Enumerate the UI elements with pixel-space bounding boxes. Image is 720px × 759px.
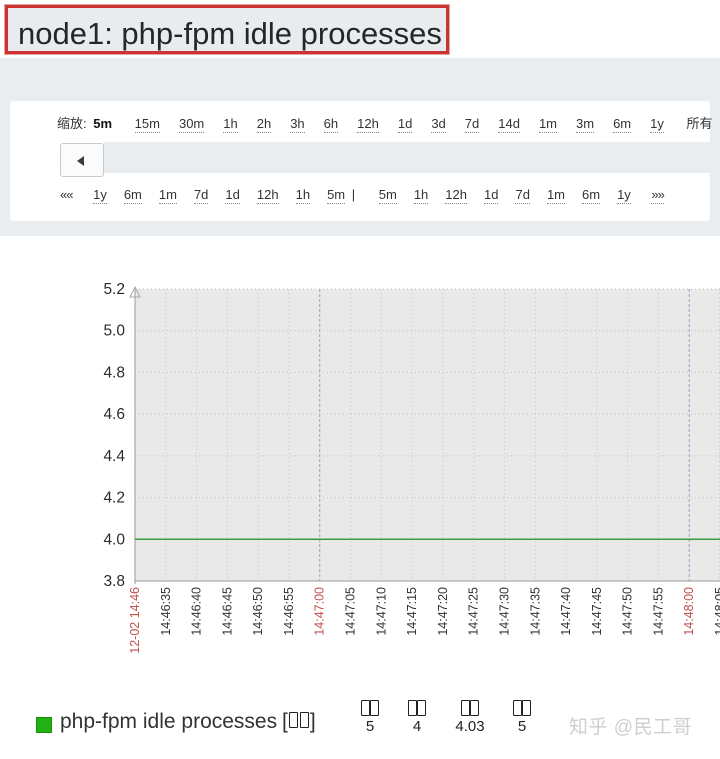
svg-text:14:47:00: 14:47:00 (313, 587, 327, 636)
svg-text:14:47:40: 14:47:40 (559, 587, 573, 636)
svg-text:14:46:50: 14:46:50 (251, 587, 265, 636)
svg-text:4.0: 4.0 (103, 531, 125, 548)
svg-text:14:47:20: 14:47:20 (436, 587, 450, 636)
svg-text:14:46:55: 14:46:55 (282, 587, 296, 636)
svg-text:4.8: 4.8 (103, 364, 125, 381)
svg-text:14:47:25: 14:47:25 (467, 587, 481, 636)
svg-text:14:47:10: 14:47:10 (374, 587, 388, 636)
svg-text:14:46:45: 14:46:45 (220, 587, 234, 636)
svg-text:14:47:30: 14:47:30 (497, 587, 511, 636)
svg-text:14:47:35: 14:47:35 (528, 587, 542, 636)
svg-text:14:48:05: 14:48:05 (713, 587, 720, 636)
svg-text:4.4: 4.4 (103, 448, 125, 465)
svg-text:4.6: 4.6 (103, 406, 125, 423)
svg-text:14:46:40: 14:46:40 (190, 587, 204, 636)
svg-text:14:48:00: 14:48:00 (682, 587, 696, 636)
svg-text:14:47:05: 14:47:05 (344, 587, 358, 636)
svg-text:14:47:45: 14:47:45 (590, 587, 604, 636)
svg-text:14:47:15: 14:47:15 (405, 587, 419, 636)
svg-text:12-02 14:46: 12-02 14:46 (128, 587, 142, 654)
svg-text:14:47:55: 14:47:55 (651, 587, 665, 636)
svg-text:4.2: 4.2 (103, 490, 125, 507)
svg-text:14:47:50: 14:47:50 (621, 587, 635, 636)
svg-text:14:46:35: 14:46:35 (159, 587, 173, 636)
svg-text:3.8: 3.8 (103, 573, 125, 590)
svg-text:5.0: 5.0 (103, 323, 125, 340)
svg-text:5.2: 5.2 (103, 281, 125, 298)
